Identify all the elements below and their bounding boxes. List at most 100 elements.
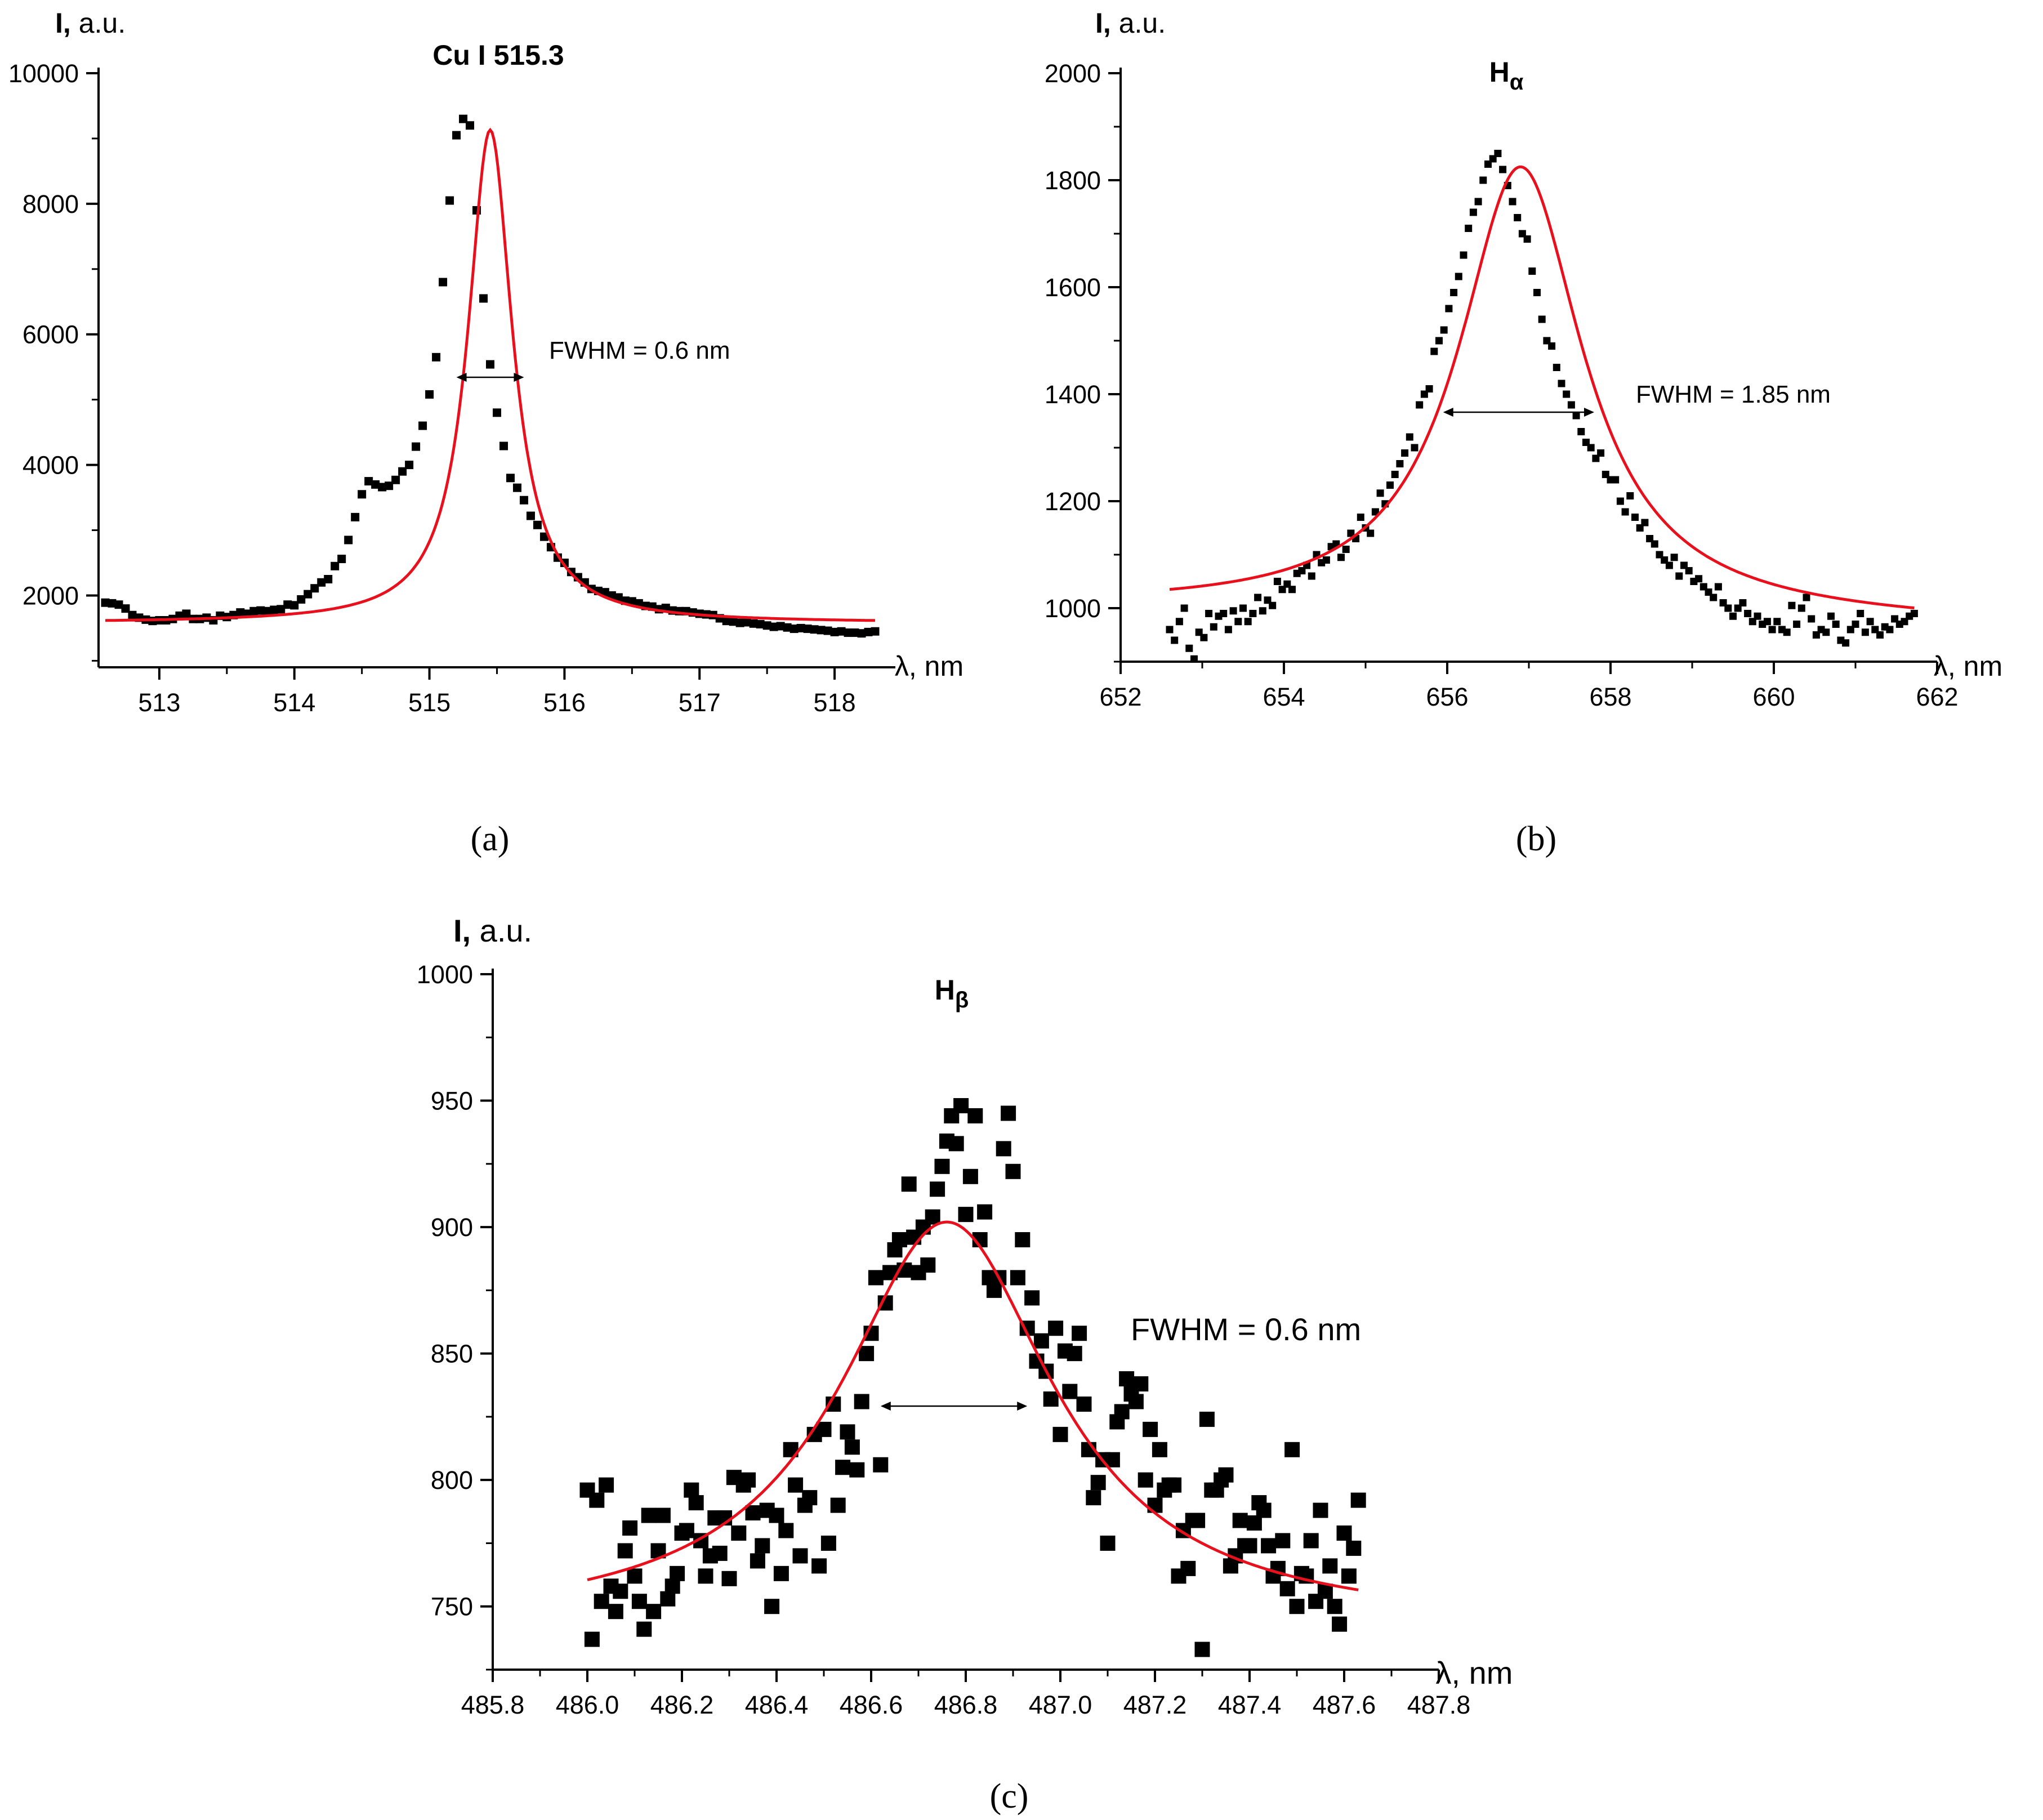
data-point bbox=[788, 1477, 804, 1493]
data-point bbox=[849, 1462, 865, 1478]
data-point bbox=[792, 1548, 808, 1564]
data-point bbox=[1612, 476, 1620, 484]
data-point bbox=[1090, 1475, 1106, 1491]
data-point bbox=[930, 1181, 945, 1197]
data-point bbox=[297, 595, 306, 604]
data-point bbox=[769, 622, 778, 631]
data-point bbox=[850, 628, 859, 637]
data-point bbox=[405, 461, 414, 470]
data-point bbox=[698, 1568, 713, 1584]
data-point bbox=[1119, 1371, 1135, 1387]
data-point bbox=[1284, 1442, 1300, 1457]
data-point bbox=[1244, 618, 1252, 626]
data-point bbox=[519, 496, 528, 505]
data-point bbox=[1396, 460, 1404, 467]
data-point bbox=[1548, 342, 1556, 350]
data-point bbox=[1852, 621, 1859, 628]
panel-label-a: (a) bbox=[471, 820, 510, 858]
data-point bbox=[1886, 626, 1894, 634]
data-point bbox=[835, 1460, 851, 1475]
data-point bbox=[1406, 433, 1413, 441]
data-point bbox=[750, 1553, 765, 1569]
x-tick-label: 487.0 bbox=[1029, 1690, 1092, 1719]
data-point bbox=[1303, 1533, 1319, 1549]
data-point bbox=[1455, 273, 1462, 280]
data-point bbox=[1685, 567, 1693, 574]
data-point bbox=[1254, 594, 1262, 601]
data-point bbox=[1327, 1599, 1342, 1614]
data-point bbox=[783, 623, 792, 632]
data-point bbox=[1067, 1346, 1082, 1362]
data-point bbox=[398, 467, 407, 476]
data-point bbox=[891, 1232, 907, 1248]
data-point bbox=[636, 1621, 652, 1637]
y-tick-label: 1000 bbox=[417, 960, 473, 989]
data-point bbox=[1558, 380, 1565, 387]
data-point bbox=[1010, 1270, 1025, 1286]
data-point bbox=[1440, 326, 1448, 334]
data-point bbox=[1261, 1538, 1277, 1554]
data-point bbox=[1401, 449, 1409, 457]
data-point bbox=[121, 604, 130, 613]
x-tick-label: 514 bbox=[273, 688, 315, 717]
data-point bbox=[1866, 618, 1874, 626]
y-tick-label: 6000 bbox=[23, 320, 79, 349]
x-tick-label: 658 bbox=[1589, 682, 1631, 711]
data-point bbox=[439, 278, 448, 287]
data-point bbox=[263, 606, 272, 615]
data-point bbox=[810, 625, 819, 634]
data-point bbox=[1199, 1411, 1215, 1427]
data-point bbox=[1788, 601, 1796, 609]
data-point bbox=[599, 1477, 614, 1493]
y-tick-label: 750 bbox=[431, 1592, 473, 1621]
data-point bbox=[1665, 561, 1673, 569]
panel-b-h-alpha-chart: 652 654 656 658 660 662 1000 1200 1400 1600 1800 20… bbox=[1045, 7, 2002, 711]
data-point bbox=[958, 1207, 974, 1223]
data-point bbox=[756, 619, 765, 628]
data-point bbox=[1220, 610, 1228, 617]
data-point bbox=[1190, 1513, 1206, 1528]
data-point bbox=[479, 294, 488, 303]
data-point bbox=[1842, 639, 1850, 647]
data-point bbox=[1128, 1394, 1144, 1409]
fwhm-arrow-head-right bbox=[1584, 408, 1594, 417]
data-point bbox=[823, 626, 832, 635]
y-axis-label: I, a.u. bbox=[55, 7, 126, 39]
x-tick-label: 656 bbox=[1426, 682, 1468, 711]
data-point bbox=[1337, 554, 1345, 561]
chart-title: Hα bbox=[1489, 56, 1524, 95]
data-point bbox=[1857, 610, 1864, 617]
data-point bbox=[749, 619, 758, 628]
x-tick-label: 513 bbox=[138, 688, 180, 717]
data-point bbox=[378, 483, 387, 492]
x-tick-label: 652 bbox=[1099, 682, 1141, 711]
data-point bbox=[1651, 540, 1658, 548]
data-point bbox=[358, 490, 367, 499]
data-point bbox=[526, 511, 535, 520]
data-point bbox=[304, 590, 313, 599]
panel-label-b: (b) bbox=[1516, 820, 1556, 858]
data-point bbox=[1180, 604, 1188, 612]
y-tick-label: 850 bbox=[431, 1340, 473, 1368]
data-point bbox=[840, 1424, 855, 1440]
data-point bbox=[114, 600, 123, 609]
data-point bbox=[1350, 1492, 1366, 1508]
data-point bbox=[1523, 235, 1531, 243]
chart-title: Cu I 515.3 bbox=[432, 39, 564, 71]
data-point bbox=[1005, 1163, 1021, 1179]
data-point bbox=[1538, 315, 1546, 323]
data-point bbox=[1631, 514, 1639, 521]
x-tick-label: 487.8 bbox=[1407, 1690, 1471, 1719]
data-point bbox=[1528, 267, 1536, 275]
data-point bbox=[627, 1568, 643, 1584]
data-point bbox=[1587, 444, 1595, 452]
data-point bbox=[802, 1490, 818, 1506]
data-point bbox=[1808, 615, 1815, 623]
data-point bbox=[385, 481, 394, 490]
data-point bbox=[1048, 1321, 1064, 1336]
x-tick-label: 518 bbox=[814, 688, 856, 717]
data-point bbox=[108, 599, 117, 608]
data-point bbox=[1675, 572, 1683, 580]
data-point bbox=[729, 617, 738, 626]
